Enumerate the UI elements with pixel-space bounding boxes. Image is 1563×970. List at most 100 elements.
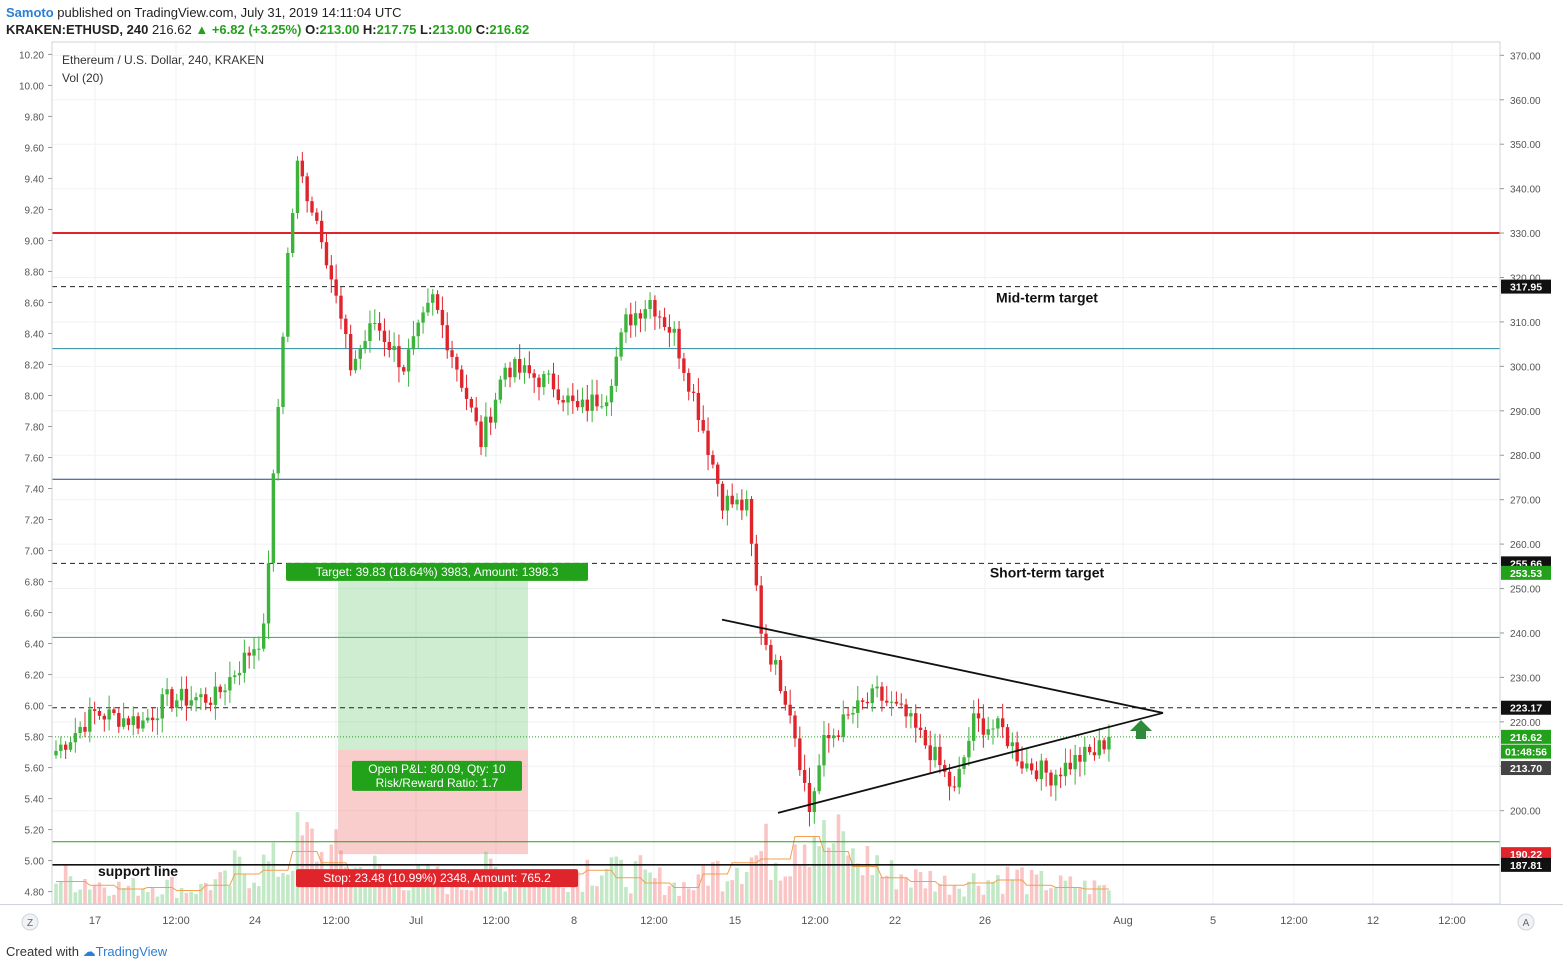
volume-bar bbox=[271, 842, 276, 904]
candle-body bbox=[479, 421, 483, 448]
volume-bar bbox=[648, 872, 652, 904]
candle-body bbox=[136, 716, 140, 729]
volume-bar bbox=[590, 885, 594, 904]
price-change: +6.82 (+3.25%) bbox=[211, 22, 302, 37]
pnl-label-box bbox=[352, 760, 522, 791]
candle-body bbox=[498, 379, 503, 400]
volume-bar bbox=[604, 869, 609, 904]
candle-body bbox=[870, 688, 874, 704]
volume-bar bbox=[401, 890, 406, 904]
volume-tick-label: 5.40 bbox=[25, 795, 45, 806]
author-link[interactable]: Samoto bbox=[6, 5, 54, 20]
candle-body bbox=[213, 686, 218, 705]
tradingview-logo-icon[interactable]: ☁ bbox=[82, 944, 96, 959]
low-label: L: bbox=[420, 22, 433, 37]
candle-body bbox=[687, 372, 691, 392]
volume-bar bbox=[203, 882, 208, 904]
volume-bar bbox=[107, 895, 111, 904]
candle-body bbox=[962, 757, 966, 769]
x-tick-label: 17 bbox=[89, 915, 101, 927]
volume-tick-label: 8.80 bbox=[25, 267, 45, 278]
open-value: 213.00 bbox=[319, 22, 360, 37]
volume-bar bbox=[1000, 893, 1005, 904]
candle-body bbox=[706, 430, 710, 456]
candle-body bbox=[445, 325, 449, 351]
volume-bar bbox=[691, 890, 696, 904]
volume-bar bbox=[281, 873, 285, 904]
profit-zone bbox=[338, 572, 528, 750]
candle-body bbox=[121, 718, 126, 727]
auto-scale-button[interactable] bbox=[1517, 913, 1535, 931]
candle-body bbox=[493, 399, 498, 423]
candle-body bbox=[63, 744, 68, 750]
volume-bar bbox=[986, 880, 990, 904]
volume-bar bbox=[102, 887, 107, 904]
candle-body bbox=[1029, 763, 1034, 771]
volume-bar bbox=[464, 889, 469, 904]
x-tick-label: 12:00 bbox=[162, 915, 190, 927]
x-tick-label: 8 bbox=[571, 915, 577, 927]
candle-body bbox=[440, 309, 445, 326]
candle-body bbox=[1078, 755, 1082, 762]
volume-bar bbox=[54, 883, 58, 904]
volume-bar bbox=[599, 875, 604, 904]
volume-bar bbox=[884, 875, 889, 904]
x-tick-label: 15 bbox=[729, 915, 741, 927]
candle-body bbox=[88, 709, 92, 732]
volume-bar bbox=[759, 851, 763, 904]
volume-bar bbox=[310, 828, 314, 904]
volume-bar bbox=[580, 891, 585, 904]
timezone-icon: Z bbox=[27, 918, 33, 929]
volume-bar bbox=[933, 891, 937, 904]
price-badge bbox=[1501, 700, 1551, 715]
price-tick-label: 200.00 bbox=[1510, 807, 1541, 818]
candle-body bbox=[537, 377, 541, 388]
x-tick-label: 12:00 bbox=[482, 915, 510, 927]
volume-bar bbox=[121, 887, 126, 904]
candle-body bbox=[324, 242, 329, 266]
volume-bar bbox=[261, 854, 266, 904]
candle-body bbox=[348, 334, 353, 371]
volume-bar bbox=[938, 884, 942, 904]
candle-body bbox=[1034, 770, 1039, 780]
price-tick-label: 280.00 bbox=[1510, 451, 1541, 462]
price-chart[interactable]: Ethereum / U.S. Dollar, 240, KRAKEN Vol (… bbox=[0, 40, 1563, 940]
volume-bar bbox=[184, 893, 189, 904]
timezone-button[interactable] bbox=[21, 913, 39, 931]
candle-body bbox=[817, 765, 821, 792]
volume-bar bbox=[266, 861, 271, 904]
candle-body bbox=[783, 691, 788, 705]
candle-body bbox=[643, 309, 647, 319]
volume-bar bbox=[657, 867, 662, 904]
volume-bar bbox=[116, 881, 121, 904]
candle-body bbox=[1087, 746, 1092, 753]
volume-bar bbox=[455, 887, 459, 904]
chart-header: Samoto published on TradingView.com, Jul… bbox=[0, 0, 1563, 40]
volume-bar bbox=[542, 887, 546, 904]
candle-body bbox=[609, 385, 614, 403]
x-tick-label: 12:00 bbox=[640, 915, 668, 927]
candle-body bbox=[460, 369, 464, 388]
candle-body bbox=[112, 709, 116, 713]
volume-bar bbox=[1005, 866, 1010, 904]
volume-bar bbox=[812, 836, 817, 904]
candle-body bbox=[880, 686, 884, 701]
candle-body bbox=[228, 677, 232, 691]
volume-bar bbox=[411, 882, 416, 904]
candle-body bbox=[1054, 774, 1058, 786]
up-arrow-icon: ▲ bbox=[195, 22, 209, 37]
candle-body bbox=[551, 373, 556, 390]
tradingview-brand[interactable]: TradingView bbox=[95, 944, 168, 959]
candle-body bbox=[701, 419, 705, 431]
candle-body bbox=[126, 718, 131, 726]
candle-body bbox=[503, 367, 507, 380]
volume-bar bbox=[63, 865, 68, 904]
volume-bar bbox=[851, 848, 855, 904]
volume-bar bbox=[445, 894, 450, 904]
candle-body bbox=[740, 499, 744, 511]
volume-bar bbox=[1087, 894, 1092, 904]
price-badge bbox=[1501, 279, 1551, 294]
volume-bar bbox=[165, 879, 169, 904]
volume-bar bbox=[513, 887, 517, 904]
x-tick-label: 12 bbox=[1367, 915, 1379, 927]
